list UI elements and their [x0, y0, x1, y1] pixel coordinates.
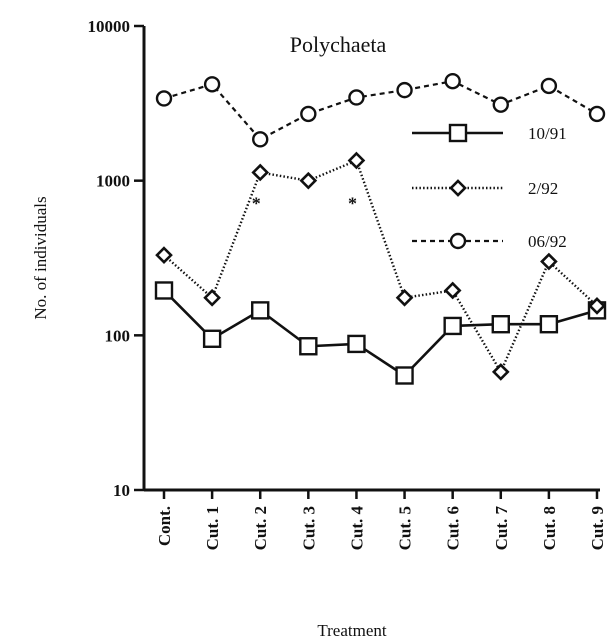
- x-tick-label: Cut. 2: [251, 506, 270, 550]
- axes: [142, 26, 600, 492]
- data-point: [203, 288, 221, 307]
- data-point: [202, 329, 222, 348]
- data-point: [540, 77, 558, 95]
- x-tick-label: Cut. 1: [203, 506, 222, 550]
- x-tick-label: Cont.: [155, 506, 174, 546]
- x-tick-label: Cut. 9: [588, 506, 607, 550]
- x-tick-label: Cut. 8: [540, 506, 559, 550]
- data-point: [155, 90, 173, 107]
- legend-entry: 10/91: [412, 123, 567, 143]
- series-06-92: [155, 72, 606, 148]
- significance-marker: *: [252, 193, 261, 213]
- data-point: [491, 315, 510, 334]
- legend-marker: [449, 232, 467, 250]
- x-axis-title: Treatment: [317, 621, 387, 640]
- y-ticks: 10 100 1000 10000: [88, 17, 144, 500]
- data-point: [155, 246, 173, 264]
- series-2-92: [155, 151, 606, 381]
- data-point: [396, 81, 413, 99]
- data-point: [300, 105, 317, 123]
- y-tick-label: 10000: [88, 17, 131, 36]
- x-tick-label: Cut. 5: [396, 506, 415, 550]
- data-point: [154, 281, 174, 300]
- data-point: [492, 96, 509, 113]
- data-point: [348, 89, 365, 106]
- series-line: [163, 289, 598, 377]
- data-point: [252, 131, 269, 148]
- data-point: [299, 337, 318, 356]
- y-tick-label: 10: [113, 481, 130, 500]
- data-point: [251, 163, 270, 182]
- legend: 10/91 2/92 06/92: [412, 123, 567, 251]
- data-point: [251, 301, 270, 320]
- data-point: [540, 252, 558, 271]
- x-tick-label: Cut. 3: [299, 506, 318, 550]
- significance-marker: *: [348, 193, 357, 213]
- series-line: [163, 159, 598, 374]
- data-point: [443, 281, 462, 300]
- legend-label: 10/91: [528, 124, 567, 143]
- chart-title: Polychaeta: [290, 32, 387, 57]
- data-point: [588, 105, 606, 123]
- legend-label: 06/92: [528, 232, 567, 251]
- data-point: [444, 72, 461, 90]
- annotation-layer: * *: [252, 193, 357, 213]
- legend-entry: 2/92: [412, 179, 558, 198]
- series-layer: [154, 72, 607, 385]
- x-tick-label: Cut. 7: [492, 506, 511, 551]
- data-point: [395, 288, 414, 307]
- data-point: [299, 171, 318, 190]
- data-point: [203, 76, 221, 93]
- y-tick-label: 1000: [96, 172, 130, 191]
- data-point: [347, 334, 366, 354]
- data-point: [539, 315, 559, 334]
- legend-marker: [448, 123, 468, 143]
- legend-label: 2/92: [528, 179, 558, 198]
- series-line: [163, 80, 598, 141]
- data-point: [395, 366, 414, 385]
- data-point: [443, 316, 462, 336]
- y-tick-label: 100: [105, 326, 131, 345]
- legend-marker: [449, 179, 467, 197]
- series-10-91: [154, 281, 607, 385]
- data-point: [491, 363, 510, 381]
- data-point: [347, 151, 366, 170]
- x-ticks: Cont. Cut. 1 Cut. 2 Cut. 3 Cut. 4 Cut. 5 Cut. …: [155, 490, 607, 550]
- y-axis-title: No. of individuals: [31, 196, 50, 319]
- x-tick-label: Cut. 6: [444, 506, 463, 550]
- legend-entry: 06/92: [412, 232, 567, 251]
- x-tick-label: Cut. 4: [347, 506, 366, 551]
- data-point: [588, 297, 606, 315]
